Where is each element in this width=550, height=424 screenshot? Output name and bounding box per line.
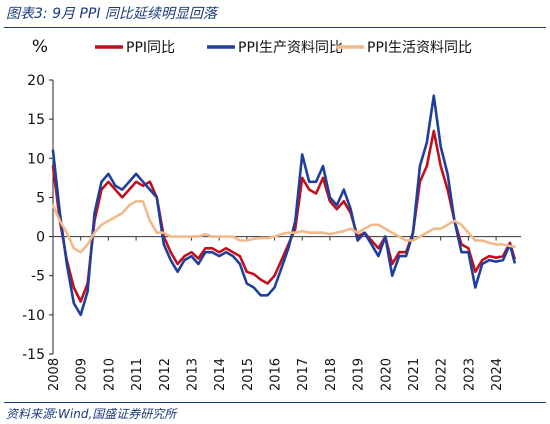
y-tick-label: 10 [27,151,45,167]
series-lines [51,94,516,317]
x-tick-label: 2024 [490,358,505,391]
figure-title: 图表3: 9月 PPI 同比延续明显回落 [6,6,217,22]
source-divider [4,402,546,403]
x-tick-label: 2010 [102,358,117,391]
legend-label-2: PPI生产资料同比 [238,40,343,56]
x-tick-label: 2023 [462,358,477,391]
x-tick-label: 2015 [241,358,256,391]
x-tick-label: 2012 [158,358,173,391]
series-line-1 [51,129,516,303]
y-tick-label: 5 [36,190,45,206]
y-tick-label: -5 [31,269,45,285]
legend: PPI同比 PPI生产资料同比 PPI生活资料同比 [95,40,472,56]
x-tick-label: 2008 [47,358,62,391]
x-tick-label: 2013 [185,358,200,391]
legend-label-1: PPI同比 [126,40,175,56]
x-tick-label: 2019 [352,358,367,391]
series-line-2 [51,94,516,317]
x-axis: 2008 2009 2010 2011 2012 2013 2014 2015 2016 2017… [47,236,521,391]
y-tick-label: 20 [27,73,45,89]
x-tick-label: 2018 [324,358,339,391]
legend-label-3: PPI生活资料同比 [367,40,472,56]
x-tick-label: 2014 [213,358,228,391]
x-tick-label: 2021 [407,358,422,391]
x-tick-label: 2017 [296,358,311,391]
title-divider [4,27,546,28]
x-tick-label: 2022 [435,358,450,391]
x-tick-label: 2020 [379,358,394,391]
x-tick-label: 2016 [269,358,284,391]
y-axis: 20 15 10 5 0 -5 -10 -15% [22,37,54,363]
y-tick-label: 15 [27,112,45,128]
x-tick-label: 2011 [130,358,145,391]
series-line-3 [51,200,516,254]
y-tick-label: -10 [22,308,45,324]
y-tick-label: 0 [36,230,45,246]
y-axis-label: % [32,37,48,57]
source-note: 资料来源:Wind,国盛证券研究所 [6,407,177,421]
x-tick-label: 2009 [75,358,90,391]
y-tick-label: -15 [22,347,45,363]
